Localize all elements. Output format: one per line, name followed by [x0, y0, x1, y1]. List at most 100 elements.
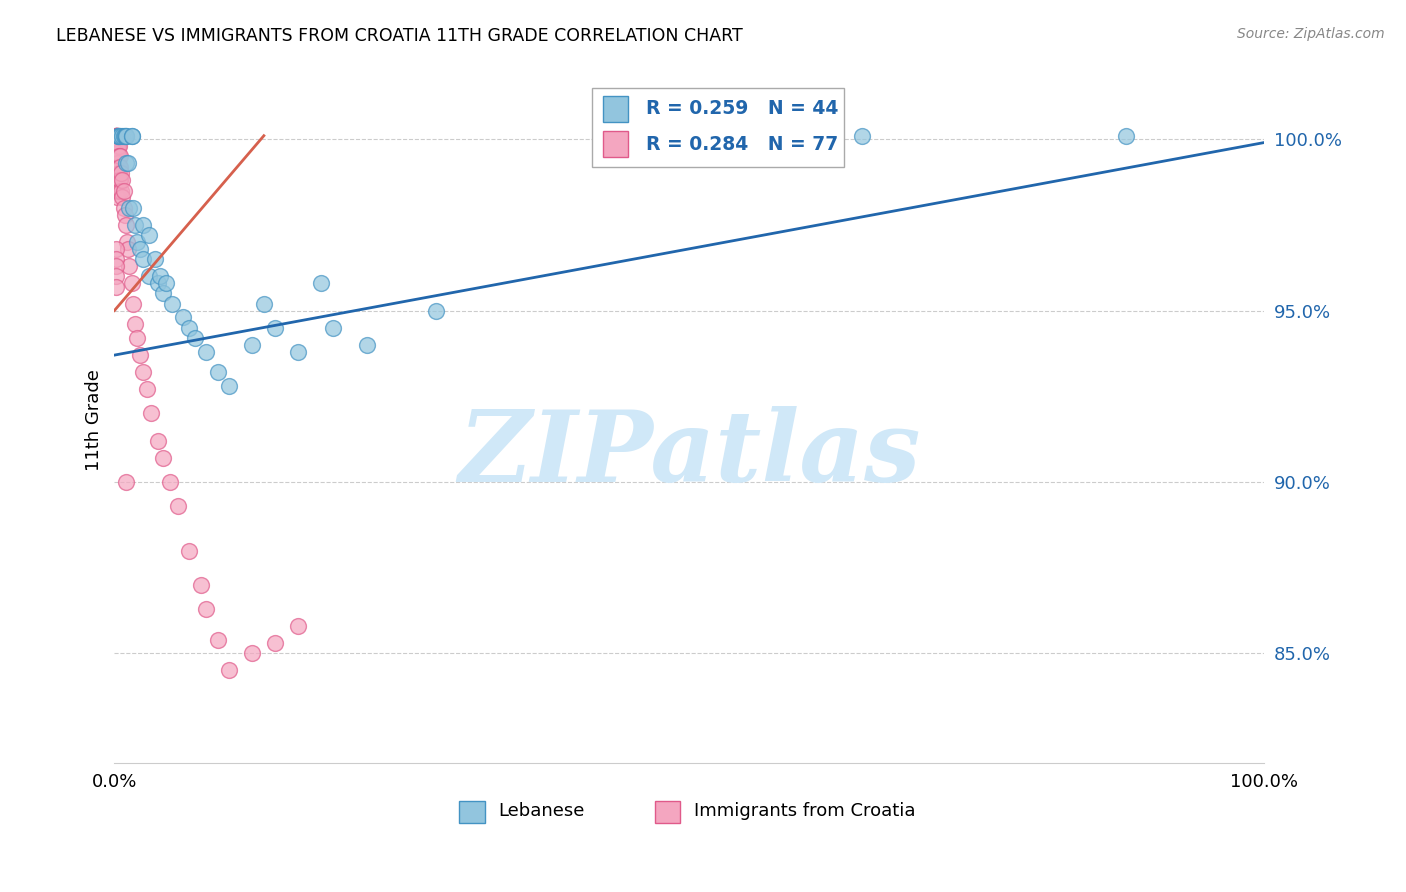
- Point: [1115, 128, 1137, 143]
- Point: [160, 296, 183, 310]
- Y-axis label: 11th Grade: 11th Grade: [86, 369, 103, 471]
- Point: [115, 128, 138, 143]
- Point: [155, 276, 177, 290]
- Point: [124, 218, 146, 232]
- Point: [149, 269, 172, 284]
- FancyBboxPatch shape: [592, 87, 845, 167]
- Point: [179, 543, 201, 558]
- Point: [121, 296, 143, 310]
- Point: [115, 475, 138, 489]
- Point: [104, 156, 127, 170]
- Point: [105, 156, 128, 170]
- Point: [108, 160, 131, 174]
- Point: [105, 128, 128, 143]
- Point: [104, 128, 127, 143]
- Point: [264, 636, 287, 650]
- Point: [104, 128, 127, 143]
- Point: [121, 128, 143, 143]
- Point: [218, 379, 240, 393]
- Point: [127, 235, 149, 249]
- Point: [190, 578, 212, 592]
- Point: [322, 320, 344, 334]
- Text: R = 0.259   N = 44: R = 0.259 N = 44: [645, 99, 838, 118]
- Text: ZIPatlas: ZIPatlas: [458, 406, 921, 503]
- Point: [108, 128, 131, 143]
- Point: [851, 128, 873, 143]
- Point: [287, 344, 309, 359]
- Text: LEBANESE VS IMMIGRANTS FROM CROATIA 11TH GRADE CORRELATION CHART: LEBANESE VS IMMIGRANTS FROM CROATIA 11TH…: [56, 27, 742, 45]
- Point: [104, 269, 127, 284]
- Point: [152, 286, 174, 301]
- Point: [138, 228, 160, 243]
- Point: [117, 242, 139, 256]
- Point: [132, 365, 155, 379]
- Point: [107, 128, 129, 143]
- Point: [108, 173, 131, 187]
- Point: [264, 320, 287, 334]
- Point: [107, 156, 129, 170]
- Point: [104, 128, 127, 143]
- Point: [115, 156, 138, 170]
- Point: [104, 128, 127, 143]
- Point: [107, 169, 129, 184]
- Point: [115, 128, 138, 143]
- Point: [104, 139, 127, 153]
- Point: [311, 276, 333, 290]
- Text: R = 0.284   N = 77: R = 0.284 N = 77: [645, 135, 838, 153]
- Point: [108, 166, 131, 180]
- Point: [127, 331, 149, 345]
- Point: [152, 450, 174, 465]
- Point: [207, 632, 229, 647]
- FancyBboxPatch shape: [603, 95, 628, 121]
- Point: [104, 166, 127, 180]
- Point: [146, 276, 169, 290]
- Text: Source: ZipAtlas.com: Source: ZipAtlas.com: [1237, 27, 1385, 41]
- Point: [104, 128, 127, 143]
- Point: [112, 128, 135, 143]
- Point: [114, 208, 136, 222]
- Point: [425, 303, 447, 318]
- Point: [105, 177, 128, 191]
- Point: [118, 259, 141, 273]
- Point: [108, 149, 131, 163]
- Point: [104, 128, 127, 143]
- Point: [104, 145, 127, 160]
- Point: [240, 646, 263, 660]
- Point: [107, 128, 129, 143]
- Point: [132, 252, 155, 266]
- Point: [111, 173, 134, 187]
- Point: [143, 252, 166, 266]
- FancyBboxPatch shape: [655, 801, 681, 823]
- Point: [104, 259, 127, 273]
- Point: [118, 201, 141, 215]
- Point: [108, 184, 131, 198]
- Point: [105, 190, 128, 204]
- Point: [112, 201, 135, 215]
- Point: [166, 499, 188, 513]
- Point: [114, 128, 136, 143]
- Point: [179, 320, 201, 334]
- Point: [128, 242, 150, 256]
- Point: [104, 252, 127, 266]
- Point: [105, 139, 128, 153]
- Point: [115, 218, 138, 232]
- Point: [111, 128, 134, 143]
- Point: [207, 365, 229, 379]
- Point: [141, 406, 163, 420]
- Point: [195, 601, 218, 615]
- Point: [240, 338, 263, 352]
- Text: Immigrants from Croatia: Immigrants from Croatia: [693, 802, 915, 820]
- Point: [104, 128, 127, 143]
- Point: [105, 145, 128, 160]
- Point: [107, 177, 129, 191]
- Point: [110, 166, 132, 180]
- Point: [112, 184, 135, 198]
- Point: [107, 163, 129, 178]
- Point: [110, 184, 132, 198]
- Point: [104, 279, 127, 293]
- Point: [218, 664, 240, 678]
- Point: [107, 128, 129, 143]
- Point: [132, 218, 155, 232]
- Point: [159, 475, 181, 489]
- Text: Lebanese: Lebanese: [498, 802, 585, 820]
